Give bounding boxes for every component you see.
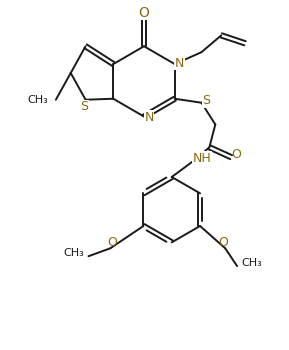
Text: S: S	[202, 94, 210, 107]
Text: O: O	[231, 148, 241, 161]
Text: N: N	[144, 111, 154, 124]
Text: O: O	[138, 6, 149, 20]
Text: NH: NH	[193, 152, 212, 164]
Text: S: S	[81, 100, 89, 113]
Text: CH₃: CH₃	[27, 95, 48, 105]
Text: N: N	[175, 57, 184, 70]
Text: O: O	[218, 236, 228, 249]
Text: O: O	[108, 236, 117, 249]
Text: CH₃: CH₃	[64, 248, 85, 258]
Text: CH₃: CH₃	[241, 258, 262, 268]
